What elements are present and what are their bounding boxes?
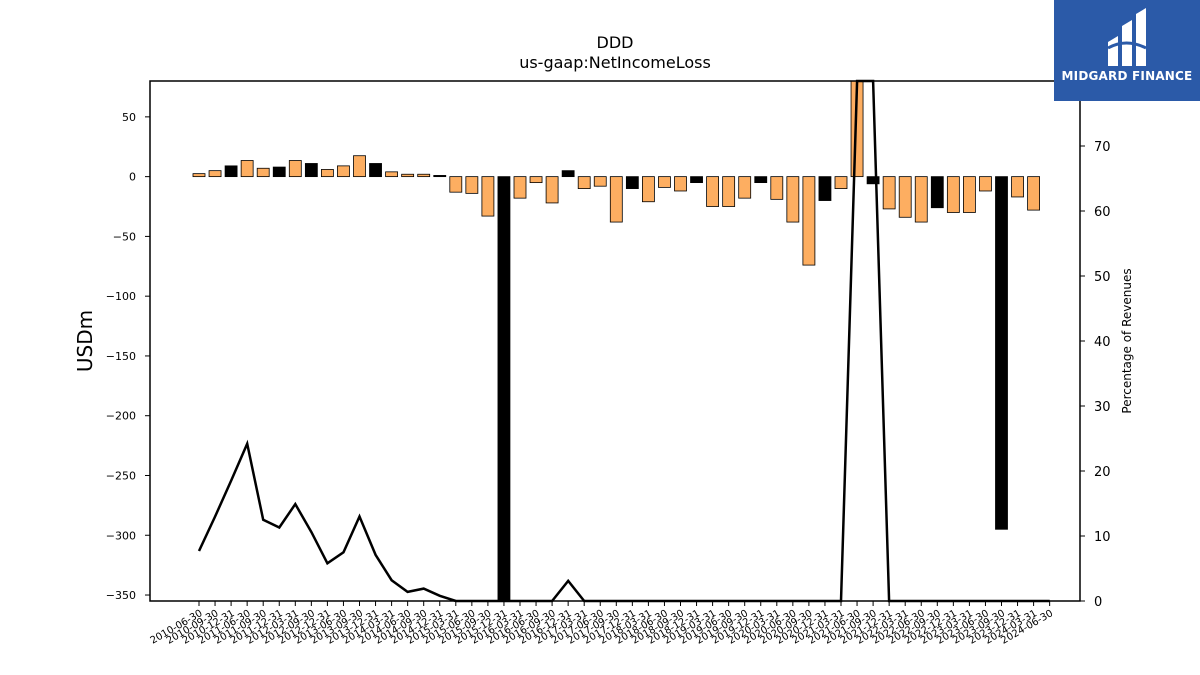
bar-2016-12-31	[561, 170, 575, 178]
bar-2017-09-30	[609, 176, 623, 223]
y-tick-right-label: 20	[1094, 465, 1111, 480]
bar-2013-12-31	[369, 163, 382, 178]
percentage-line	[197, 79, 1050, 603]
bar-2018-12-31	[690, 176, 703, 184]
bar-2017-03-31	[577, 176, 591, 189]
bar-2012-12-31	[320, 169, 334, 178]
logo-text: MIDGARD FINANCE	[1061, 69, 1193, 83]
bar-2019-09-30	[738, 176, 752, 199]
chart-subtitle: us-gaap:NetIncomeLoss	[519, 53, 711, 72]
bar-2018-06-30	[658, 176, 671, 188]
bar-2010-09-30	[208, 170, 222, 178]
bar-2018-03-31	[642, 176, 655, 203]
bar-2022-06-30	[914, 176, 928, 223]
y-tick-right-label: 70	[1094, 140, 1111, 155]
bar-2015-06-30	[465, 176, 479, 194]
bar-2022-09-30	[930, 176, 944, 209]
y-tick-left-label: −250	[106, 469, 136, 482]
y-tick-right-label: 50	[1094, 270, 1111, 285]
bar-2022-03-31	[898, 176, 912, 218]
y-tick-left-label: −100	[106, 290, 136, 303]
y-axis-label-left: USDm	[73, 310, 97, 372]
bar-2010-06-30	[192, 173, 206, 178]
bar-2014-09-30	[417, 173, 431, 178]
logo-mark-icon	[1107, 8, 1147, 66]
y-tick-left-label: −350	[106, 589, 136, 602]
y-tick-right-label: 40	[1094, 335, 1111, 350]
bar-2019-06-30	[722, 176, 736, 207]
bar-2020-09-30	[802, 176, 816, 266]
y-tick-right-label: 0	[1094, 595, 1102, 610]
bar-2017-06-30	[593, 176, 607, 187]
midgard-finance-logo: MIDGARD FINANCE	[1054, 0, 1200, 101]
bar-2012-09-30	[304, 163, 318, 178]
bar-2014-03-31	[385, 171, 399, 178]
y-tick-left-label: −200	[106, 410, 136, 423]
bar-2018-09-30	[674, 176, 687, 192]
bar-2015-09-30	[481, 176, 495, 217]
bar-2011-12-31	[272, 166, 286, 178]
bar-2023-12-31	[1011, 176, 1024, 198]
bar-2014-06-30	[401, 173, 415, 178]
bar-2017-12-31	[625, 176, 639, 189]
y-tick-right-label: 10	[1094, 530, 1111, 545]
bar-2021-09-30	[866, 176, 880, 185]
bar-2014-12-31	[433, 175, 447, 178]
bar-2023-03-31	[963, 176, 976, 213]
bar-2019-12-31	[754, 176, 768, 184]
bar-2023-09-30	[995, 176, 1008, 530]
y-axis-label-right: Percentage of Revenues	[1120, 268, 1134, 413]
bar-2015-03-31	[449, 176, 463, 193]
y-tick-right-label: 30	[1094, 400, 1111, 415]
chart-title: DDD	[597, 33, 634, 52]
bar-2022-12-31	[946, 176, 960, 213]
bar-2021-12-31	[882, 176, 896, 210]
bar-2012-03-31	[288, 160, 302, 178]
bar-2024-03-31	[1027, 176, 1040, 211]
bar-2015-12-31	[497, 176, 511, 602]
bar-2011-09-30	[256, 167, 270, 178]
y-tick-right-label: 60	[1094, 205, 1111, 220]
bar-2016-06-30	[529, 176, 543, 184]
bar-2021-03-31	[834, 176, 848, 189]
y-tick-left-label: −50	[113, 230, 136, 243]
bar-2010-12-31	[224, 165, 238, 178]
bar-2020-06-30	[786, 176, 800, 223]
y-tick-left-label: 50	[122, 111, 136, 124]
bar-2013-09-30	[353, 155, 366, 178]
bar-2019-03-31	[706, 176, 719, 207]
bar-2023-06-30	[979, 176, 992, 192]
bar-2013-06-30	[337, 165, 350, 178]
bar-2016-03-31	[513, 176, 527, 199]
y-tick-left-label: −300	[106, 529, 136, 542]
bar-2020-03-31	[770, 176, 784, 200]
bar-2016-09-30	[545, 176, 559, 204]
bar-2020-12-31	[818, 176, 832, 201]
bar-2011-06-30	[240, 160, 254, 178]
y-tick-left-label: −150	[106, 350, 136, 363]
plot-frame	[149, 80, 1081, 602]
y-tick-left-label: 0	[129, 171, 136, 184]
